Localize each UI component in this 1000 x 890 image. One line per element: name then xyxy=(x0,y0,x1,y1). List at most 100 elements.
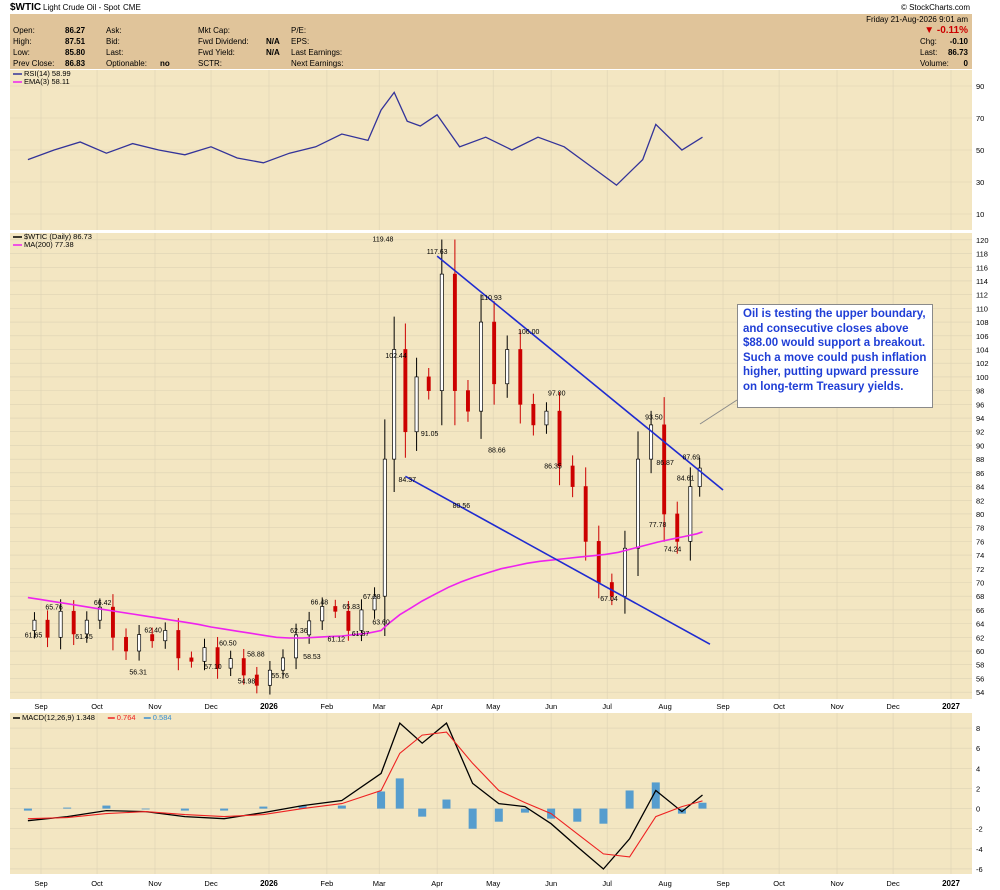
price-y-tick: 76 xyxy=(976,537,984,546)
histogram-bar xyxy=(63,807,72,809)
ma200-line xyxy=(27,531,703,639)
price-data-label: 66.42 xyxy=(94,600,112,607)
legend-label: EMA(3) 58.11 xyxy=(24,77,70,86)
x-tick-label: Sep xyxy=(34,702,47,711)
candle-body xyxy=(241,658,246,676)
price-candles xyxy=(32,239,702,695)
x-tick-label: 2027 xyxy=(942,702,960,711)
candle-body xyxy=(163,630,168,642)
header-field-label: Last Earnings: xyxy=(291,48,342,57)
legend-label: $WTIC (Daily) 86.73 xyxy=(24,232,92,241)
candle-body xyxy=(452,273,457,391)
macd-grid: -6 -4 -2 0 2 4 6 8 xyxy=(10,713,983,874)
macd-y-tick: -2 xyxy=(976,825,983,834)
price-grid: 54 56 58 60 62 64 66 68 70 72 74 76 78 80 82 84 86 88 90 92… xyxy=(10,233,989,699)
header-fields: Open: 86.27 High: 87.51 Low: 85.80 Prev Close:… xyxy=(13,26,969,68)
histogram-bar xyxy=(23,808,32,811)
header-field-label: Low: xyxy=(13,48,30,57)
rsi-y-tick: 50 xyxy=(976,146,984,155)
price-y-tick: 92 xyxy=(976,428,984,437)
x-tick-label: Aug xyxy=(658,879,671,888)
candle-body xyxy=(622,547,627,597)
header-field-value: -0.10 xyxy=(950,37,969,46)
rsi-y-tick: 30 xyxy=(976,178,984,187)
signal-line xyxy=(27,731,703,858)
x-tick-label: Feb xyxy=(320,702,333,711)
x-axis-bottom-labels: Sep Oct Nov Dec 2026 Feb Mar Apr May Jun Jul Aug Sep… xyxy=(34,879,960,888)
price-data-label: 67.28 xyxy=(363,594,381,601)
header-field-value: 85.80 xyxy=(65,48,86,57)
price-y-tick: 104 xyxy=(976,346,989,355)
header-field-label: Last: xyxy=(106,48,123,57)
candle-body xyxy=(267,669,272,686)
header-field-value: N/A xyxy=(266,48,280,57)
price-y-tick: 120 xyxy=(976,236,989,245)
price-data-label: 86.35 xyxy=(544,463,562,470)
price-y-tick: 102 xyxy=(976,359,989,368)
macd-legend: MACD(12,26,9) 1.348 0.764 0.584 xyxy=(13,713,172,722)
legend-label: MACD(12,26,9) 1.348 xyxy=(22,713,95,722)
x-tick-label: Dec xyxy=(886,702,900,711)
macd-y-tick: -6 xyxy=(976,865,983,874)
candle-body xyxy=(382,458,387,597)
price-y-tick: 78 xyxy=(976,524,984,533)
header-panel xyxy=(10,14,972,69)
header-field-label: P/E: xyxy=(291,26,306,35)
histogram-bar xyxy=(698,802,707,809)
price-data-label: 67.04 xyxy=(600,596,618,603)
price-data-label: 74.24 xyxy=(664,546,682,553)
price-y-tick: 64 xyxy=(976,620,984,629)
x-tick-label: Oct xyxy=(91,879,104,888)
candle-body xyxy=(346,610,351,631)
histogram-bar xyxy=(418,808,427,817)
candle-body xyxy=(505,349,510,385)
price-data-label: 58.88 xyxy=(247,652,265,659)
price-y-tick: 98 xyxy=(976,387,984,396)
header-field-label: Ask: xyxy=(106,26,122,35)
price-data-label: 60.50 xyxy=(219,641,237,648)
x-tick-label: 2026 xyxy=(260,879,278,888)
macd-y-tick: -4 xyxy=(976,845,983,854)
price-y-tick: 70 xyxy=(976,579,984,588)
candle-body xyxy=(228,658,233,669)
candle-body xyxy=(202,647,207,662)
header-field-label: High: xyxy=(13,37,32,46)
x-tick-label: Mar xyxy=(373,702,386,711)
macd-histogram xyxy=(23,778,707,829)
price-data-label: 119.48 xyxy=(373,236,394,243)
candle-body xyxy=(466,390,470,412)
histogram-bar xyxy=(468,808,477,829)
x-tick-label: Jul xyxy=(602,702,612,711)
price-y-tick: 96 xyxy=(976,400,984,409)
candle-body xyxy=(662,424,667,515)
price-data-label: 106.00 xyxy=(518,329,540,336)
callout-pointer xyxy=(699,399,738,425)
candle-body xyxy=(150,634,155,642)
histogram-bar xyxy=(337,805,346,809)
histogram-bar xyxy=(395,778,404,809)
candle-body xyxy=(71,610,76,635)
price-data-label: 77.78 xyxy=(649,522,667,529)
macd-y-tick: 8 xyxy=(976,724,980,733)
x-tick-label: Jun xyxy=(545,702,557,711)
candle-body xyxy=(45,619,50,638)
candle-body xyxy=(414,376,419,433)
price-y-tick: 90 xyxy=(976,441,984,450)
x-tick-label: May xyxy=(486,702,500,711)
x-tick-label: Apr xyxy=(431,879,443,888)
header-field-value: no xyxy=(160,59,170,68)
price-data-label: 62.36 xyxy=(290,628,308,635)
x-axis-top-labels: Sep Oct Nov Dec 2026 Feb Mar Apr May Jun Jul Aug Sep… xyxy=(34,702,960,711)
rsi-y-tick: 70 xyxy=(976,114,984,123)
watermark: © StockCharts.com xyxy=(901,3,970,12)
candle-body xyxy=(320,606,325,622)
candle-body xyxy=(176,630,181,659)
header-field-label: Open: xyxy=(13,26,35,35)
price-y-tick: 62 xyxy=(976,633,984,642)
x-tick-label: Oct xyxy=(773,879,786,888)
price-y-tick: 72 xyxy=(976,565,984,574)
legend-label: 0.584 xyxy=(153,713,172,722)
legend-label: RSI(14) 58.99 xyxy=(24,69,71,78)
x-tick-label: 2027 xyxy=(942,879,960,888)
